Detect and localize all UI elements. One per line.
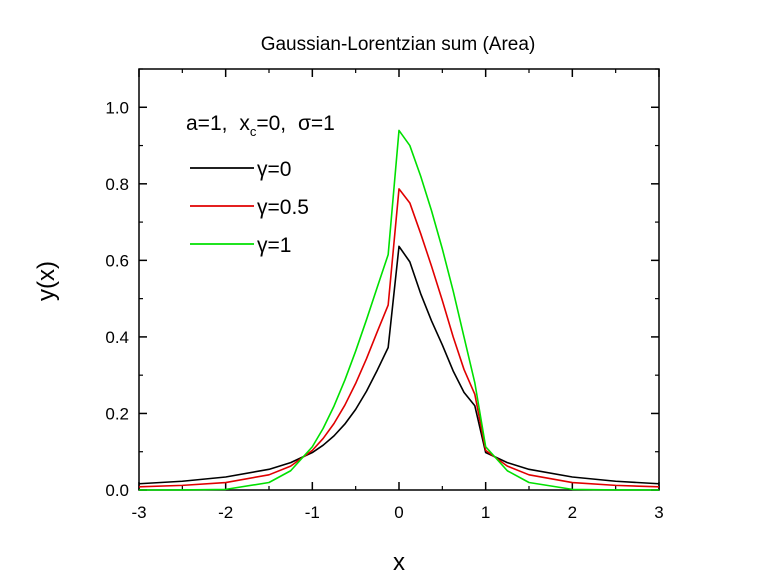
x-tick-label: 1 [481,503,490,522]
legend-header-sigma: σ [298,112,311,135]
y-axis-label: y(x) [33,261,60,301]
series-line-1 [138,188,660,488]
x-tick-label: -2 [218,503,233,522]
series-line-2 [138,129,660,491]
y-tick-label: 0.4 [105,328,129,347]
legend-entry-label: γ=0.5 [257,196,309,219]
x-axis-label: x [393,549,405,576]
y-tick-label: 0.2 [105,404,129,423]
legend-entries: γ=0 γ=0.5 γ=1 [190,158,309,257]
legend-header-sigma-rest: =1 [311,112,335,135]
series-line-0 [138,245,660,485]
x-tick-label: -3 [131,503,146,522]
legend-entry-label: γ=1 [257,234,291,257]
y-tick-label: 0.6 [105,251,129,270]
x-tick-label: -1 [305,503,320,522]
legend-header-xc: x [239,112,250,135]
legend-header-xc-rest: =0, [256,112,286,135]
y-tick-label: 1.0 [105,98,129,117]
legend-entry-label: γ=0 [257,158,291,181]
x-tick-label: 0 [394,503,403,522]
x-tick-label: 2 [568,503,577,522]
axis-tick-labels: -3 -2 -1 0 1 2 3 0.0 0.2 0.4 0.6 0.8 1.0 [105,98,663,522]
y-tick-label: 0.0 [105,481,129,500]
legend: a=1, xc=0, σ=1 γ=0 γ=0.5 γ=1 [186,112,335,257]
legend-header-a: a=1, [186,112,227,135]
y-tick-label: 0.8 [105,175,129,194]
series-lines [138,129,660,491]
chart-title: Gaussian-Lorentzian sum (Area) [261,34,536,55]
legend-header: a=1, xc=0, σ=1 [186,112,335,139]
x-tick-label: 3 [654,503,663,522]
legend-header-xc-sub: c [250,124,257,139]
